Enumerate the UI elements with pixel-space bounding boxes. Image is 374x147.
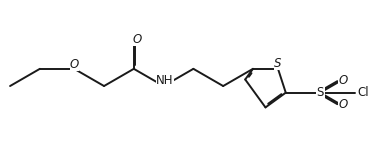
Text: S: S bbox=[316, 86, 324, 99]
Text: O: O bbox=[338, 74, 348, 87]
Text: O: O bbox=[132, 33, 142, 46]
Text: O: O bbox=[338, 98, 348, 111]
Text: S: S bbox=[274, 57, 282, 70]
Text: Cl: Cl bbox=[358, 86, 369, 99]
Text: O: O bbox=[70, 58, 79, 71]
Text: NH: NH bbox=[156, 74, 174, 87]
